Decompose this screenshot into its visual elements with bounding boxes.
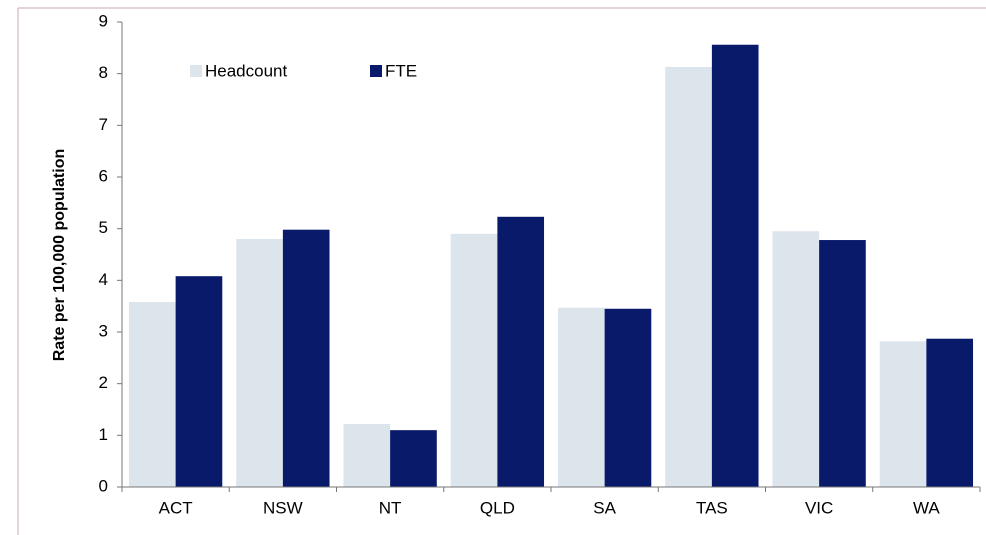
y-tick-label: 2 [99,373,108,392]
y-tick-label: 8 [99,63,108,82]
y-tick-label: 3 [99,321,108,340]
bar [236,239,283,487]
x-tick-label: QLD [480,498,515,517]
bar [390,430,437,487]
y-tick-label: 6 [99,166,108,185]
y-tick-label: 1 [99,425,108,444]
bar [665,66,712,487]
bar [604,308,652,487]
x-tick-label: TAS [696,498,728,517]
y-axis-label: Rate per 100,000 population [51,149,68,362]
y-tick-label: 5 [99,218,108,237]
bar [282,229,330,487]
y-tick-label: 4 [99,270,108,289]
x-tick-label: NSW [263,498,303,517]
bar [879,341,927,487]
bar [926,338,974,487]
bar [819,240,866,487]
x-tick-label: SA [593,498,616,517]
x-tick-label: NT [379,498,402,517]
legend-swatch [190,65,202,77]
x-tick-label: VIC [805,498,833,517]
bar [128,302,176,487]
x-tick-label: ACT [159,498,193,517]
bar [343,423,391,487]
x-tick-label: WA [913,498,940,517]
y-tick-label: 0 [99,476,108,495]
bar [497,216,545,488]
bar [450,233,498,487]
legend-label: FTE [385,61,417,80]
legend-label: Headcount [205,61,288,80]
bar [557,307,605,487]
y-tick-label: 9 [99,11,108,30]
y-tick-label: 7 [99,115,108,134]
bar [772,231,820,487]
legend-swatch [370,65,382,77]
bar [175,276,223,487]
bar [711,44,759,487]
